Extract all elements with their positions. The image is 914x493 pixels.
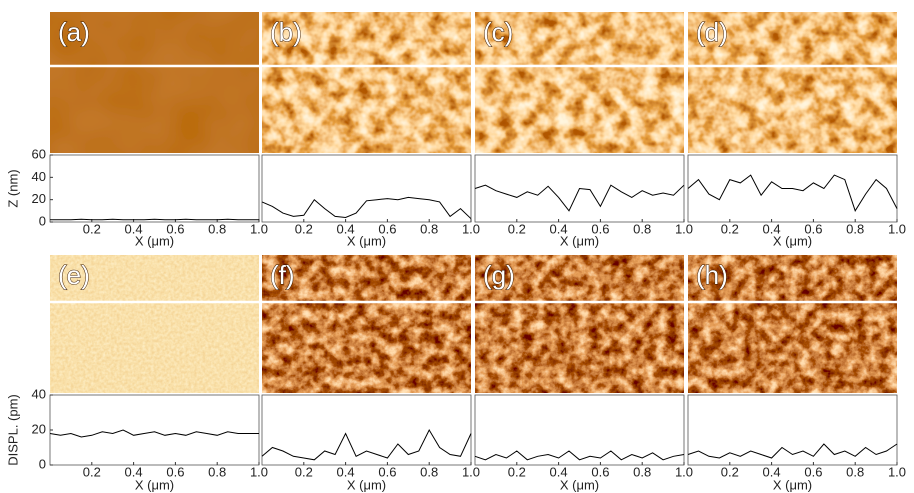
- x-tick-label: 0.6: [804, 221, 822, 236]
- x-tick-label: 1.0: [675, 221, 693, 236]
- x-tick-label: 0.8: [208, 221, 226, 236]
- x-tick-label: 0.6: [378, 464, 396, 479]
- profile-line: [474, 184, 685, 212]
- x-tick-label: 0.8: [846, 221, 864, 236]
- x-tick-label: 0.2: [508, 221, 526, 236]
- profile-line: [687, 443, 898, 459]
- afm-image: [50, 255, 259, 393]
- x-tick-label: 0.6: [804, 464, 822, 479]
- profile-line: [50, 218, 259, 221]
- x-axis-label: X (μm): [347, 233, 386, 248]
- y-tick-label: 20: [32, 421, 46, 436]
- profile-line: [261, 428, 472, 461]
- x-tick-label: 0.4: [337, 221, 355, 236]
- panel-label: (b): [270, 17, 302, 47]
- y-tick-label: 40: [32, 169, 46, 184]
- x-tick-label: 0.2: [721, 464, 739, 479]
- plot-frame: [49, 154, 260, 223]
- afm-image: [475, 12, 684, 153]
- x-tick-label: 0.6: [378, 221, 396, 236]
- x-axis-label: X (μm): [773, 233, 812, 248]
- afm-image: [475, 255, 684, 393]
- y-tick-label: 0: [39, 456, 46, 471]
- x-tick-label: 0.4: [125, 464, 143, 479]
- afm-image: [50, 12, 259, 153]
- x-tick-label: 0.4: [125, 221, 143, 236]
- panel-label: (f): [270, 260, 295, 290]
- x-axis-label: X (μm): [135, 477, 174, 492]
- x-tick-label: 0.8: [633, 464, 651, 479]
- x-axis-label: X (μm): [560, 477, 599, 492]
- y-tick-label: 0: [39, 213, 46, 228]
- afm-image: [688, 255, 897, 393]
- panel-label: (c): [483, 17, 513, 47]
- x-tick-label: 0.8: [846, 464, 864, 479]
- x-tick-label: 0.6: [166, 464, 184, 479]
- x-tick-label: 0.2: [721, 221, 739, 236]
- x-tick-label: 0.8: [633, 221, 651, 236]
- plot-frame: [474, 394, 685, 466]
- x-tick-label: 0.2: [83, 464, 101, 479]
- x-axis-label: X (μm): [560, 233, 599, 248]
- profile-line: [261, 196, 472, 220]
- x-axis-label: X (μm): [135, 233, 174, 248]
- x-axis-label: X (μm): [347, 477, 386, 492]
- y-axis-label: DISPL. (pm): [5, 394, 20, 466]
- panel-label: (h): [696, 260, 728, 290]
- x-tick-label: 0.6: [591, 464, 609, 479]
- x-tick-label: 0.6: [166, 221, 184, 236]
- x-tick-label: 0.4: [763, 464, 781, 479]
- x-tick-label: 0.4: [763, 221, 781, 236]
- profile-line: [474, 450, 685, 461]
- x-tick-label: 0.2: [83, 221, 101, 236]
- x-tick-label: 0.8: [208, 464, 226, 479]
- x-tick-label: 0.2: [295, 221, 313, 236]
- plot-frame: [261, 394, 472, 466]
- panel-label: (g): [483, 260, 515, 290]
- x-tick-label: 0.8: [420, 221, 438, 236]
- afm-image: [688, 12, 897, 153]
- x-tick-label: 0.6: [591, 221, 609, 236]
- x-tick-label: 0.2: [508, 464, 526, 479]
- panel-label: (d): [696, 17, 728, 47]
- y-tick-label: 20: [32, 191, 46, 206]
- x-tick-label: 1.0: [462, 221, 480, 236]
- y-tick-label: 60: [32, 146, 46, 161]
- y-tick-label: 40: [32, 386, 46, 401]
- x-tick-label: 1.0: [888, 221, 906, 236]
- x-tick-label: 1.0: [888, 464, 906, 479]
- panel-label: (e): [58, 260, 90, 290]
- x-tick-label: 1.0: [462, 464, 480, 479]
- plot-frame: [687, 394, 898, 466]
- x-tick-label: 0.4: [337, 464, 355, 479]
- profile-line: [49, 429, 259, 438]
- profile-line: [687, 174, 898, 212]
- x-tick-label: 0.4: [550, 221, 568, 236]
- x-tick-label: 0.2: [295, 464, 313, 479]
- x-axis-label: X (μm): [773, 477, 812, 492]
- x-tick-label: 0.8: [420, 464, 438, 479]
- plot-frame: [261, 154, 472, 223]
- afm-image: [262, 255, 471, 393]
- y-axis-label: Z (nm): [5, 169, 20, 207]
- x-tick-label: 0.4: [550, 464, 568, 479]
- x-tick-label: 1.0: [250, 464, 268, 479]
- panel-label: (a): [58, 17, 90, 47]
- afm-image: [262, 12, 471, 153]
- x-tick-label: 1.0: [250, 221, 268, 236]
- x-tick-label: 1.0: [675, 464, 693, 479]
- plot-frame: [49, 394, 260, 466]
